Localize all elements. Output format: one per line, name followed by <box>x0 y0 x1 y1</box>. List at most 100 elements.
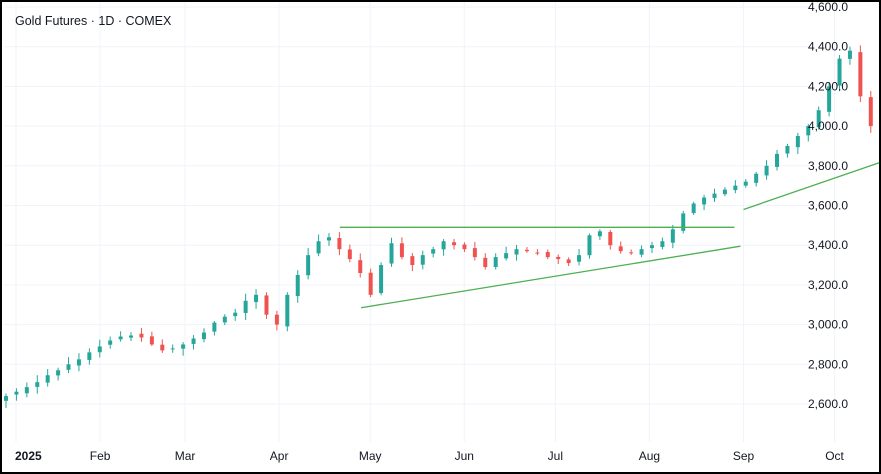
candle-body <box>722 189 727 195</box>
candle <box>827 82 832 117</box>
candle <box>420 250 425 270</box>
candle-body <box>233 312 238 317</box>
candle <box>170 344 175 353</box>
y-tick-label: 4,400.0 <box>808 40 848 54</box>
candle <box>514 244 519 261</box>
candle <box>452 238 457 250</box>
y-tick-label: 3,800.0 <box>808 159 848 173</box>
y-tick-label: 2,600.0 <box>808 397 848 411</box>
candle-body <box>837 58 842 86</box>
candle <box>649 241 654 253</box>
candle-body <box>483 257 488 268</box>
candle-body <box>514 249 519 255</box>
candle-body <box>545 252 550 258</box>
candle-body <box>587 235 592 256</box>
candle-body <box>243 300 248 313</box>
y-tick-label: 3,600.0 <box>808 199 848 213</box>
candle <box>566 257 571 266</box>
candle <box>587 233 592 259</box>
candle-body <box>431 249 436 254</box>
candle <box>66 357 71 374</box>
candle-body <box>785 145 790 154</box>
candle-body <box>577 255 582 262</box>
candle <box>191 335 196 350</box>
candle-body <box>702 197 707 205</box>
candle-body <box>76 359 81 366</box>
candle-body <box>45 375 50 383</box>
candle <box>639 245 644 258</box>
candle-body <box>129 335 134 338</box>
candle <box>691 201 696 215</box>
candle <box>785 143 790 158</box>
candle-body <box>139 333 144 338</box>
candle <box>212 321 217 336</box>
candle <box>722 187 727 197</box>
candle-body <box>535 252 540 254</box>
candle <box>743 179 748 188</box>
candle-body <box>118 336 123 340</box>
candle <box>295 270 300 303</box>
candle-body <box>14 391 19 395</box>
candle-body <box>35 382 40 387</box>
candle-body <box>858 52 863 97</box>
candle <box>806 123 811 142</box>
candle-body <box>754 173 759 183</box>
candle <box>316 234 321 257</box>
candle-body <box>847 50 852 59</box>
candle <box>670 224 675 249</box>
candle <box>816 106 821 130</box>
candle-body <box>285 294 290 327</box>
candle-body <box>618 246 623 252</box>
x-tick-label: Jul <box>548 449 563 463</box>
candle-body <box>201 332 206 340</box>
candle-body <box>733 185 738 191</box>
gridlines <box>4 2 836 442</box>
candle <box>108 336 113 349</box>
candle <box>254 289 259 309</box>
candle <box>56 367 61 381</box>
candle <box>358 253 363 278</box>
candle <box>76 353 81 372</box>
candle-body <box>660 241 665 247</box>
candle-body <box>191 338 196 344</box>
candle <box>483 253 488 270</box>
candle <box>129 332 134 342</box>
candle-body <box>452 242 457 246</box>
candle <box>201 328 206 343</box>
candle-body <box>181 344 186 349</box>
candle <box>493 253 498 270</box>
candle <box>87 348 92 365</box>
candle-body <box>806 126 811 136</box>
candle <box>399 237 404 260</box>
candle <box>545 249 550 260</box>
candle-body <box>712 193 717 198</box>
candle <box>222 314 227 326</box>
candle <box>14 388 19 401</box>
candle-body <box>326 237 331 241</box>
candle <box>4 393 8 408</box>
trendline <box>360 245 741 309</box>
candle <box>368 268 373 298</box>
candle <box>410 252 415 272</box>
candle-body <box>691 203 696 214</box>
candle <box>118 331 123 342</box>
x-tick-label: Feb <box>90 449 111 463</box>
candle-body <box>743 181 748 186</box>
candle-body <box>4 396 8 401</box>
candle-body <box>170 348 175 350</box>
trendlines <box>339 162 879 309</box>
candle-body <box>24 387 29 394</box>
candle <box>149 331 154 347</box>
candle-body <box>639 249 644 255</box>
candle <box>681 210 686 234</box>
candle <box>337 232 342 256</box>
candle <box>795 132 800 154</box>
candle-body <box>337 238 342 250</box>
candle <box>472 242 477 261</box>
candle-body <box>222 316 227 323</box>
candle-body <box>524 249 529 252</box>
y-tick-label: 2,800.0 <box>808 357 848 371</box>
x-tick-label: Oct <box>825 449 844 463</box>
candle-body <box>597 231 602 237</box>
